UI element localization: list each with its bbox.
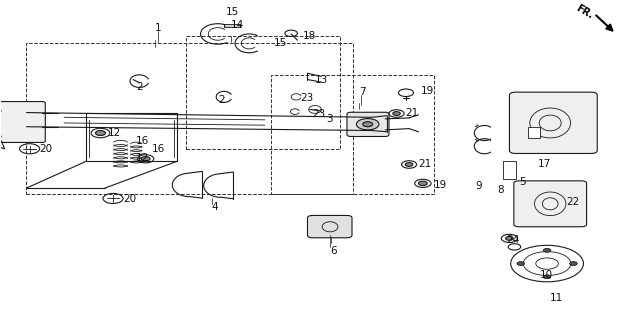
Text: 12: 12	[108, 128, 121, 138]
Text: 23: 23	[312, 109, 326, 119]
Circle shape	[543, 275, 551, 279]
Text: 5: 5	[519, 177, 525, 187]
Circle shape	[517, 262, 525, 266]
Circle shape	[357, 118, 379, 130]
Text: 10: 10	[539, 269, 553, 280]
Text: 16: 16	[152, 144, 165, 154]
Text: 20: 20	[39, 144, 52, 154]
Bar	[529, 127, 539, 138]
Text: 1: 1	[155, 23, 162, 33]
Text: 15: 15	[274, 38, 287, 48]
Bar	[503, 161, 516, 179]
Text: 24: 24	[507, 235, 520, 245]
Text: 8: 8	[497, 185, 503, 195]
Bar	[271, 75, 434, 194]
Text: 21: 21	[405, 108, 418, 117]
Text: 7: 7	[359, 87, 365, 97]
Text: 21: 21	[418, 159, 431, 170]
Text: 13: 13	[315, 75, 328, 84]
Text: 6: 6	[331, 246, 337, 256]
Text: 14: 14	[231, 20, 244, 29]
FancyBboxPatch shape	[514, 181, 587, 227]
Bar	[186, 36, 340, 149]
Text: 2: 2	[136, 83, 143, 92]
Text: 17: 17	[537, 159, 551, 170]
Text: 9: 9	[475, 181, 481, 191]
Circle shape	[405, 163, 413, 166]
Circle shape	[506, 236, 513, 240]
Circle shape	[418, 181, 427, 186]
Circle shape	[96, 131, 105, 136]
Text: 3: 3	[326, 114, 333, 124]
FancyBboxPatch shape	[510, 92, 597, 154]
Text: 19: 19	[420, 85, 433, 96]
Bar	[224, 24, 240, 27]
FancyBboxPatch shape	[347, 112, 389, 137]
Text: 22: 22	[566, 197, 579, 207]
Text: FR.: FR.	[575, 3, 595, 21]
Text: 20: 20	[123, 194, 137, 204]
Text: 16: 16	[136, 136, 149, 146]
Text: 2: 2	[218, 95, 224, 105]
Circle shape	[543, 248, 551, 252]
Circle shape	[363, 122, 373, 127]
FancyBboxPatch shape	[0, 101, 45, 142]
Text: 4: 4	[212, 202, 218, 212]
Text: 12: 12	[136, 153, 149, 163]
Text: 11: 11	[550, 293, 563, 303]
Circle shape	[141, 156, 150, 161]
Text: 15: 15	[226, 7, 239, 17]
Text: 18: 18	[302, 30, 316, 41]
Circle shape	[392, 112, 400, 116]
Text: 23: 23	[300, 93, 313, 103]
FancyBboxPatch shape	[307, 215, 352, 238]
Bar	[26, 44, 353, 194]
Text: 19: 19	[434, 180, 447, 190]
Circle shape	[570, 262, 577, 266]
